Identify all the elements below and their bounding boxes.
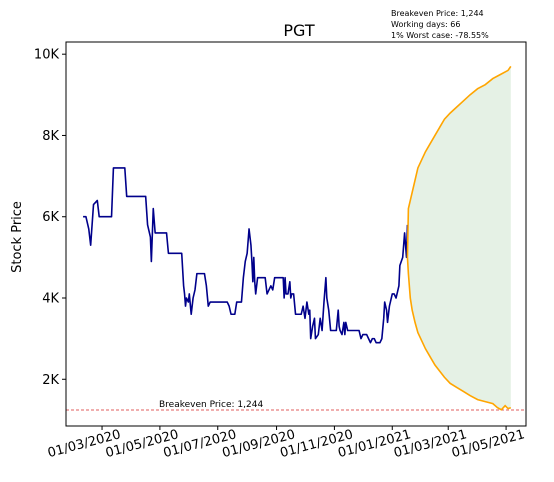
y-tick-label: 8K <box>42 129 59 144</box>
chart-title: PGT <box>283 21 314 40</box>
annotation-worst-case: 1% Worst case: -78.55% <box>391 31 489 40</box>
annotation-breakeven: Breakeven Price: 1,244 <box>391 9 484 18</box>
forecast-range-fill <box>407 66 511 410</box>
breakeven-label: Breakeven Price: 1,244 <box>159 400 263 410</box>
y-tick-label: 2K <box>42 373 59 388</box>
plot-area: Breakeven Price: 1,244 <box>66 65 526 411</box>
annotation-working-days: Working days: 66 <box>391 20 460 29</box>
y-tick-label: 4K <box>42 292 59 307</box>
series-line-lower-bound <box>406 257 512 411</box>
series-line-history <box>83 167 409 344</box>
series-line-upper-bound <box>406 65 512 258</box>
y-axis-title: Stock Price <box>10 201 25 273</box>
axes-frame <box>65 41 527 427</box>
x-axis: 01/03/202001/05/202001/07/202001/09/2020… <box>46 426 526 461</box>
y-tick-label: 10K <box>34 48 60 63</box>
y-axis: 2K 4K 6K 8K 10K <box>34 48 66 388</box>
y-tick-label: 6K <box>42 210 59 225</box>
